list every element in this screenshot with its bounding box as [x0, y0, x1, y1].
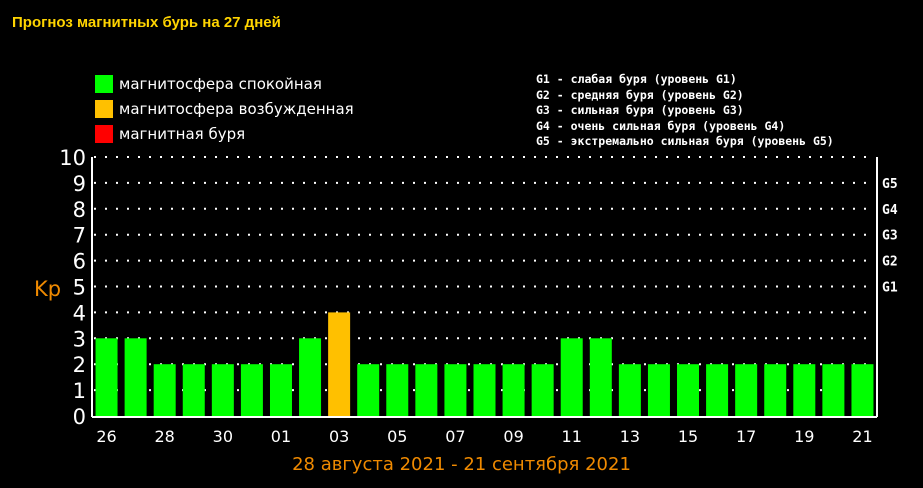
y-tick-label: 10: [59, 146, 86, 170]
y-tick-label: 2: [73, 353, 86, 377]
y-tick-label: 0: [73, 405, 86, 429]
bar: [793, 364, 816, 416]
bar: [95, 338, 118, 416]
bar: [386, 364, 409, 416]
y-tick-label: 8: [73, 198, 86, 222]
g1-description: G1 - слабая буря (уровень G1): [536, 72, 737, 86]
storm-level-legend: G1 - слабая буря (уровень G1) G2 - средн…: [536, 72, 834, 150]
g-level-tick-label: G2: [882, 255, 898, 270]
color-legend: магнитосфера спокойная магнитосфера возб…: [95, 71, 354, 146]
legend-label-storm: магнитная буря: [119, 124, 246, 143]
bar: [124, 338, 147, 416]
bar: [328, 312, 351, 416]
bar: [211, 364, 234, 416]
bar: [473, 364, 496, 416]
bar: [531, 364, 554, 416]
bar: [444, 364, 467, 416]
bar: [269, 364, 292, 416]
g-level-tick-label: G1: [882, 281, 898, 296]
x-tick-label: 11: [562, 427, 582, 446]
g-level-tick-label: G4: [882, 203, 898, 218]
x-tick-label: 15: [678, 427, 698, 446]
legend-item-excited: магнитосфера возбужденная: [95, 96, 354, 121]
bar: [240, 364, 263, 416]
bar: [357, 364, 380, 416]
bar: [764, 364, 787, 416]
bar: [851, 364, 874, 416]
x-tick-label: 28: [155, 427, 175, 446]
bar: [735, 364, 758, 416]
legend-swatch-excited: [95, 99, 113, 118]
legend-swatch-quiet: [95, 74, 113, 93]
y-axis-label: Kp: [34, 277, 61, 301]
y-tick-label: 1: [73, 379, 86, 403]
bar: [822, 364, 845, 416]
x-tick-label: 26: [96, 427, 116, 446]
legend-label-excited: магнитосфера возбужденная: [119, 99, 354, 118]
x-tick-label: 21: [852, 427, 872, 446]
bar: [677, 364, 700, 416]
bar: [647, 364, 670, 416]
x-tick-label: 05: [387, 427, 407, 446]
bar: [618, 364, 641, 416]
legend-item-quiet: магнитосфера спокойная: [95, 71, 354, 96]
x-tick-label: 09: [503, 427, 523, 446]
bar: [560, 338, 583, 416]
date-range-label: 28 августа 2021 - 21 сентября 2021: [292, 454, 631, 475]
bar: [182, 364, 205, 416]
g4-description: G4 - очень сильная буря (уровень G4): [536, 118, 786, 133]
g3-description: G3 - сильная буря (уровень G3): [536, 103, 744, 117]
bar: [706, 364, 729, 416]
page-title: Прогноз магнитных бурь на 27 дней: [12, 14, 281, 31]
x-tick-label: 03: [329, 427, 349, 446]
y-tick-label: 4: [73, 301, 86, 325]
x-tick-label: 07: [445, 427, 465, 446]
g-level-tick-label: G5: [882, 177, 898, 192]
legend-label-quiet: магнитосфера спокойная: [119, 74, 322, 93]
g2-description: G2 - средняя буря (уровень G2): [536, 87, 744, 102]
y-tick-label: 3: [73, 327, 86, 351]
g-level-tick-label: G3: [882, 229, 898, 244]
y-tick-label: 7: [73, 224, 86, 248]
y-tick-label: 6: [73, 250, 86, 274]
bar: [299, 338, 322, 416]
bar: [415, 364, 438, 416]
x-tick-label: 19: [794, 427, 814, 446]
x-tick-label: 13: [620, 427, 640, 446]
x-tick-label: 01: [271, 427, 291, 446]
bar: [589, 338, 612, 416]
y-tick-label: 9: [73, 172, 86, 196]
x-tick-label: 30: [213, 427, 233, 446]
legend-swatch-storm: [95, 124, 113, 143]
bar: [502, 364, 525, 416]
bar: [153, 364, 176, 416]
legend-item-storm: магнитная буря: [95, 121, 354, 146]
x-tick-label: 17: [736, 427, 756, 446]
g5-description: G5 - экстремально сильная буря (уровень …: [536, 134, 834, 148]
y-tick-label: 5: [73, 276, 86, 300]
